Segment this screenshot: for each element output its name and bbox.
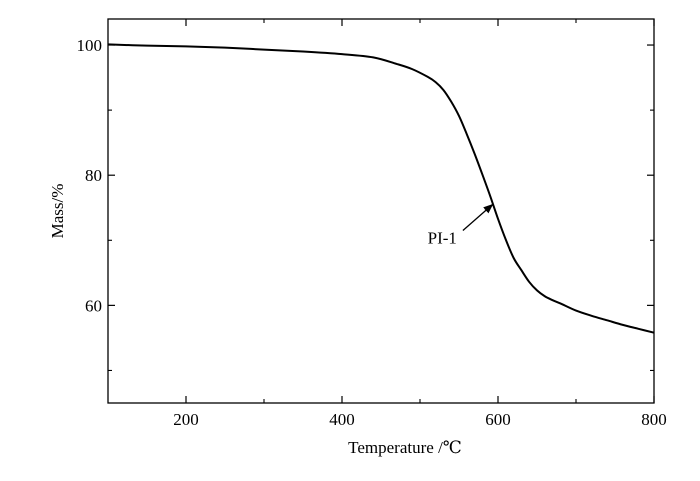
y-axis-label: Mass/% — [48, 184, 67, 239]
x-tick-label: 400 — [329, 410, 355, 429]
series-line-pi-1 — [107, 43, 655, 334]
x-tick-label: 200 — [173, 410, 199, 429]
plot-frame — [107, 18, 655, 404]
axis-ticks — [108, 19, 655, 403]
y-tick-label: 80 — [85, 166, 102, 185]
x-axis-label: Temperature /℃ — [348, 438, 462, 457]
annotation-layer: PI-1 — [428, 203, 494, 248]
y-tick-label: 60 — [85, 296, 102, 315]
x-tick-label: 800 — [641, 410, 667, 429]
tick-labels: 200 400 600 800 60 80 100 — [77, 36, 667, 429]
x-tick-label: 600 — [485, 410, 511, 429]
annotation-arrow — [462, 203, 494, 232]
annotation-label: PI-1 — [428, 229, 457, 248]
y-tick-label: 100 — [77, 36, 103, 55]
series-layer — [107, 43, 655, 334]
